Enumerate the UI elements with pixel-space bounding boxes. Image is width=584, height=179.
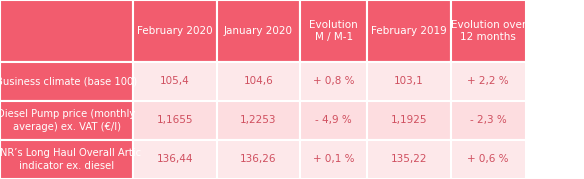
FancyBboxPatch shape [367, 0, 451, 62]
FancyBboxPatch shape [300, 140, 367, 179]
Text: 104,6: 104,6 [244, 76, 273, 86]
Text: February 2019: February 2019 [371, 26, 447, 36]
Text: 136,44: 136,44 [157, 154, 193, 165]
Text: Evolution
M / M-1: Evolution M / M-1 [310, 20, 358, 42]
FancyBboxPatch shape [133, 62, 217, 101]
Text: 105,4: 105,4 [160, 76, 190, 86]
FancyBboxPatch shape [367, 62, 451, 101]
FancyBboxPatch shape [451, 101, 526, 140]
Text: 103,1: 103,1 [394, 76, 424, 86]
Text: + 0,8 %: + 0,8 % [313, 76, 354, 86]
FancyBboxPatch shape [300, 101, 367, 140]
Text: 1,1925: 1,1925 [391, 115, 427, 125]
FancyBboxPatch shape [217, 140, 300, 179]
FancyBboxPatch shape [367, 140, 451, 179]
Text: - 4,9 %: - 4,9 % [315, 115, 352, 125]
FancyBboxPatch shape [0, 140, 133, 179]
FancyBboxPatch shape [300, 0, 367, 62]
FancyBboxPatch shape [217, 62, 300, 101]
FancyBboxPatch shape [451, 62, 526, 101]
FancyBboxPatch shape [0, 62, 133, 101]
Text: January 2020: January 2020 [224, 26, 293, 36]
Text: Business climate (base 100): Business climate (base 100) [0, 76, 137, 86]
FancyBboxPatch shape [217, 0, 300, 62]
Text: 1,1655: 1,1655 [157, 115, 193, 125]
FancyBboxPatch shape [367, 101, 451, 140]
Text: + 2,2 %: + 2,2 % [467, 76, 509, 86]
Text: + 0,6 %: + 0,6 % [467, 154, 509, 165]
FancyBboxPatch shape [217, 101, 300, 140]
Text: - 2,3 %: - 2,3 % [470, 115, 506, 125]
FancyBboxPatch shape [451, 140, 526, 179]
Text: Evolution over
12 months: Evolution over 12 months [451, 20, 526, 42]
Text: CNR’s Long Haul Overall Artic
indicator ex. diesel: CNR’s Long Haul Overall Artic indicator … [0, 148, 141, 171]
FancyBboxPatch shape [133, 101, 217, 140]
Text: 1,2253: 1,2253 [240, 115, 277, 125]
Text: + 0,1 %: + 0,1 % [313, 154, 354, 165]
FancyBboxPatch shape [300, 62, 367, 101]
Text: 136,26: 136,26 [240, 154, 277, 165]
FancyBboxPatch shape [0, 101, 133, 140]
Text: February 2020: February 2020 [137, 26, 213, 36]
FancyBboxPatch shape [0, 0, 133, 62]
Text: Diesel Pump price (monthly
average) ex. VAT (€/l): Diesel Pump price (monthly average) ex. … [0, 109, 135, 132]
FancyBboxPatch shape [133, 0, 217, 62]
FancyBboxPatch shape [133, 140, 217, 179]
Text: 135,22: 135,22 [391, 154, 427, 165]
FancyBboxPatch shape [451, 0, 526, 62]
